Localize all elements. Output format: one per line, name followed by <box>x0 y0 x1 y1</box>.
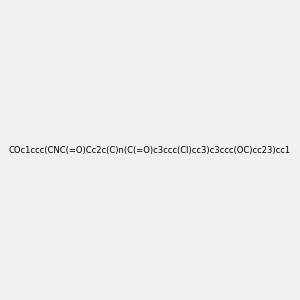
Text: COc1ccc(CNC(=O)Cc2c(C)n(C(=O)c3ccc(Cl)cc3)c3ccc(OC)cc23)cc1: COc1ccc(CNC(=O)Cc2c(C)n(C(=O)c3ccc(Cl)cc… <box>9 146 291 154</box>
